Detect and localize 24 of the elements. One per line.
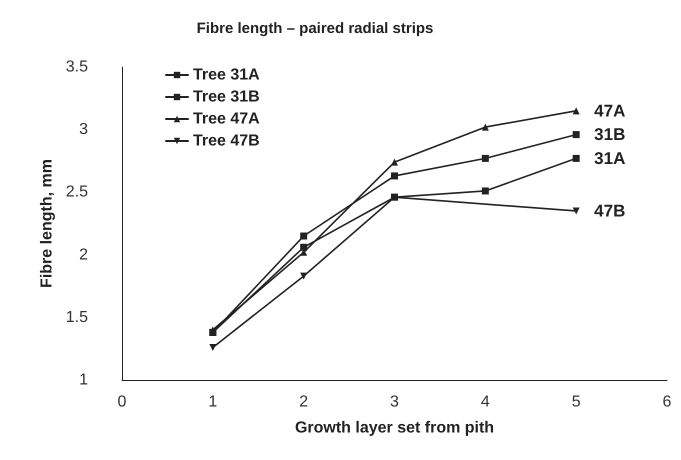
x-tick-label: 4: [480, 394, 490, 410]
y-tick-label: 3.5: [66, 58, 88, 76]
annotation: 31B: [594, 125, 626, 144]
annotation: 47B: [594, 201, 626, 220]
y-tick-label: 3: [79, 121, 88, 138]
x-tick-label: 6: [662, 394, 672, 410]
legend-label: Tree 47B: [193, 132, 260, 150]
y-tick-label: 1.5: [66, 308, 88, 326]
annotation: 31A: [594, 148, 626, 168]
x-tick-label: 1: [208, 394, 218, 410]
legend-label: Tree 31A: [193, 66, 260, 84]
x-tick-label: 0: [118, 394, 127, 410]
x-tick-label: 3: [390, 394, 400, 410]
legend-label: Tree 47A: [193, 110, 260, 128]
annotation: 47A: [594, 101, 626, 120]
y-axis-title: Fibre length, mm: [38, 159, 56, 288]
legend-label: Tree 31B: [193, 88, 260, 106]
chart-title: Fibre length – paired radial strips: [196, 20, 434, 37]
y-tick-label: 2.5: [66, 184, 88, 201]
x-axis-title: Growth layer set from pith: [294, 420, 494, 436]
y-tick-label: 1: [79, 372, 88, 388]
y-tick-label: 2: [79, 246, 88, 264]
x-tick-label: 5: [572, 394, 581, 410]
x-tick-label: 2: [299, 394, 308, 410]
